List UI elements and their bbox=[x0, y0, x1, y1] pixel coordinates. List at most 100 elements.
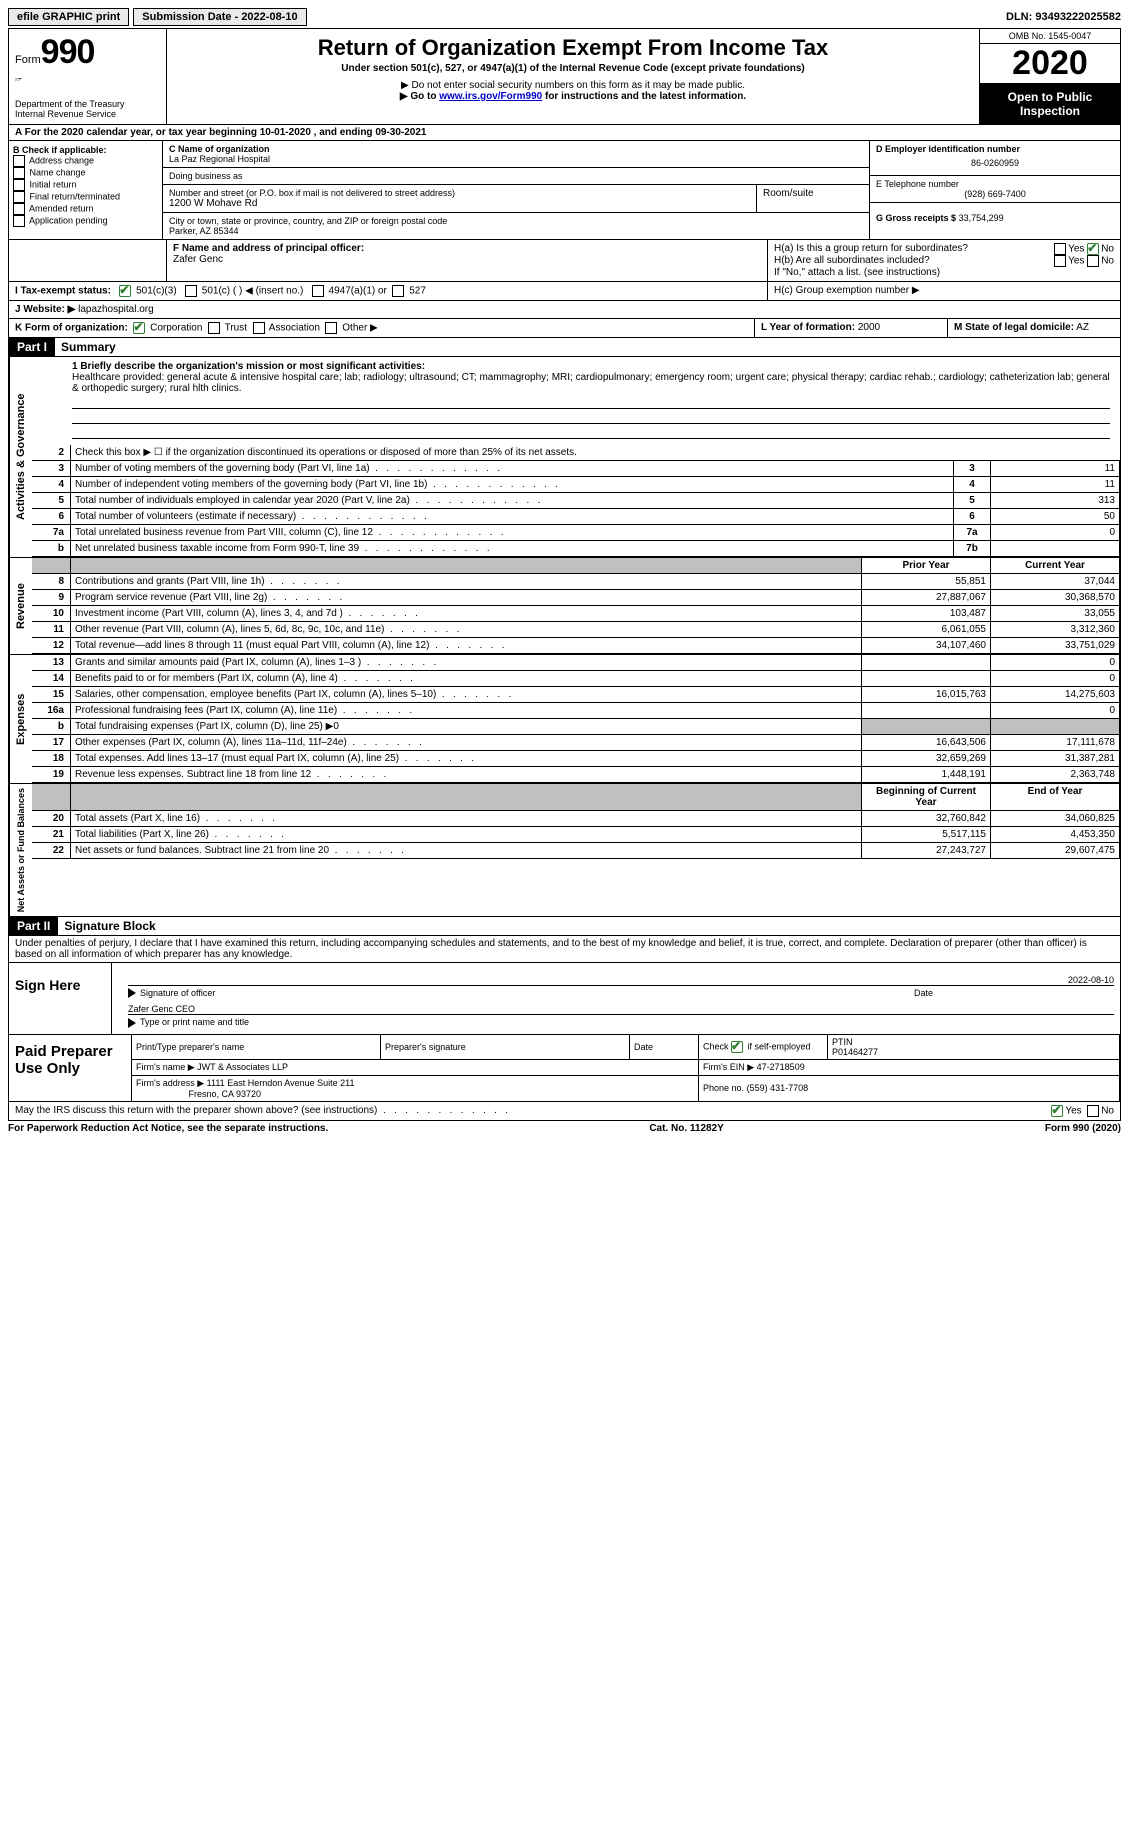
row-j: J Website: ▶ lapazhospital.org bbox=[9, 301, 1120, 319]
paid-preparer-label: Paid Preparer Use Only bbox=[9, 1035, 132, 1101]
firm-addr-label: Firm's address ▶ bbox=[136, 1078, 204, 1088]
discuss-no[interactable] bbox=[1087, 1105, 1099, 1117]
signature-area: Sign Here 2022-08-10 Signature of office… bbox=[9, 963, 1120, 1035]
net-assets-table: Beginning of Current YearEnd of Year20To… bbox=[32, 784, 1120, 859]
form-title: Return of Organization Exempt From Incom… bbox=[175, 35, 971, 61]
row-l-label: L Year of formation: bbox=[761, 322, 855, 333]
ein-value: 86-0260959 bbox=[876, 154, 1114, 172]
prep-name-label: Print/Type preparer's name bbox=[132, 1035, 381, 1060]
efile-button[interactable]: efile GRAPHIC print bbox=[8, 8, 129, 26]
check-amended-return[interactable] bbox=[13, 203, 25, 215]
room-suite-label: Room/suite bbox=[757, 185, 869, 212]
row-i-label: I Tax-exempt status: bbox=[15, 286, 111, 297]
firm-addr2: Fresno, CA 93720 bbox=[189, 1089, 262, 1099]
check-initial-return[interactable] bbox=[13, 179, 25, 191]
sig-officer-label: Signature of officer bbox=[140, 988, 914, 998]
box-d-label: D Employer identification number bbox=[876, 144, 1114, 154]
i-501c[interactable] bbox=[185, 285, 197, 297]
h-note: If "No," attach a list. (see instruction… bbox=[774, 267, 1114, 278]
vtab-revenue: Revenue bbox=[9, 558, 32, 654]
firm-ein-label: Firm's EIN ▶ bbox=[703, 1062, 754, 1072]
vtab-net-assets: Net Assets or Fund Balances bbox=[9, 784, 32, 916]
ha-no[interactable] bbox=[1087, 243, 1099, 255]
officer-name-title: Zafer Genc CEO bbox=[128, 1004, 195, 1014]
instruction-2-pre: ▶ Go to bbox=[400, 91, 439, 102]
form-number: 990 bbox=[41, 33, 95, 71]
h-b-label: H(b) Are all subordinates included? bbox=[774, 255, 930, 267]
arrow-icon-2 bbox=[128, 1018, 136, 1028]
part1-title: Summary bbox=[55, 338, 122, 356]
instruction-1: ▶ Do not enter social security numbers o… bbox=[175, 80, 971, 91]
row-k-label: K Form of organization: bbox=[15, 323, 128, 334]
prep-sig-label: Preparer's signature bbox=[381, 1035, 630, 1060]
discuss-yes[interactable] bbox=[1051, 1105, 1063, 1117]
dept-label: Department of the Treasury Internal Reve… bbox=[15, 99, 160, 119]
ha-yes[interactable] bbox=[1054, 243, 1066, 255]
section-bcdeg: B Check if applicable: Address change Na… bbox=[9, 141, 1120, 240]
footer-mid: Cat. No. 11282Y bbox=[649, 1123, 723, 1134]
omb-number: OMB No. 1545-0047 bbox=[980, 29, 1120, 44]
city-label: City or town, state or province, country… bbox=[169, 216, 863, 226]
check-final-return[interactable] bbox=[13, 191, 25, 203]
k-other[interactable] bbox=[325, 322, 337, 334]
submission-date-button[interactable]: Submission Date - 2022-08-10 bbox=[133, 8, 306, 26]
i-501c3[interactable] bbox=[119, 285, 131, 297]
self-employed-check[interactable] bbox=[731, 1041, 743, 1053]
part2-title: Signature Block bbox=[58, 917, 161, 935]
year-formation: 2000 bbox=[858, 322, 880, 333]
phone-label: Phone no. bbox=[703, 1083, 744, 1093]
sign-here-label: Sign Here bbox=[9, 963, 112, 1034]
prep-date-label: Date bbox=[630, 1035, 699, 1060]
h-a-label: H(a) Is this a group return for subordin… bbox=[774, 243, 968, 255]
firm-addr1: 1111 East Herndon Avenue Suite 211 bbox=[207, 1078, 355, 1088]
addr-label: Number and street (or P.O. box if mail i… bbox=[169, 188, 750, 198]
i-527[interactable] bbox=[392, 285, 404, 297]
vtab-activities: Activities & Governance bbox=[9, 357, 32, 557]
paid-preparer-section: Paid Preparer Use Only Print/Type prepar… bbox=[9, 1035, 1120, 1102]
i-4947[interactable] bbox=[312, 285, 324, 297]
mission-text: Healthcare provided: general acute & int… bbox=[72, 372, 1110, 394]
telephone-value: (928) 669-7400 bbox=[876, 189, 1114, 199]
box-f-label: F Name and address of principal officer: bbox=[173, 243, 364, 254]
dba-label: Doing business as bbox=[169, 171, 863, 181]
k-trust[interactable] bbox=[208, 322, 220, 334]
phone-value: (559) 431-7708 bbox=[747, 1083, 809, 1093]
hb-no[interactable] bbox=[1087, 255, 1099, 267]
check-name-change[interactable] bbox=[13, 167, 25, 179]
check-application-pending[interactable] bbox=[13, 215, 25, 227]
org-city: Parker, AZ 85344 bbox=[169, 226, 863, 236]
part1-header: Part I bbox=[9, 338, 55, 356]
row-klm: K Form of organization: Corporation Trus… bbox=[9, 319, 1120, 338]
page-footer: For Paperwork Reduction Act Notice, see … bbox=[8, 1121, 1121, 1136]
top-bar: efile GRAPHIC print Submission Date - 20… bbox=[8, 8, 1121, 26]
expenses-table: 13Grants and similar amounts paid (Part … bbox=[32, 655, 1120, 783]
hb-yes[interactable] bbox=[1054, 255, 1066, 267]
line-a: A For the 2020 calendar year, or tax yea… bbox=[9, 125, 1120, 141]
row-m-label: M State of legal domicile: bbox=[954, 322, 1074, 333]
footer-left: For Paperwork Reduction Act Notice, see … bbox=[8, 1123, 328, 1134]
ptin-label: PTIN bbox=[832, 1037, 853, 1047]
box-c-name-label: C Name of organization bbox=[169, 144, 863, 154]
firm-name-label: Firm's name ▶ bbox=[136, 1062, 195, 1072]
form-subtitle: Under section 501(c), 527, or 4947(a)(1)… bbox=[175, 63, 971, 74]
check-address-change[interactable] bbox=[13, 155, 25, 167]
row-i: I Tax-exempt status: 501(c)(3) 501(c) ( … bbox=[9, 282, 1120, 301]
revenue-table: Prior YearCurrent Year8Contributions and… bbox=[32, 558, 1120, 654]
row-j-label: J Website: ▶ bbox=[15, 304, 75, 315]
vtab-expenses: Expenses bbox=[9, 655, 32, 783]
org-name: La Paz Regional Hospital bbox=[169, 154, 863, 164]
box-b-title: B Check if applicable: bbox=[13, 145, 158, 155]
firm-name: JWT & Associates LLP bbox=[197, 1062, 288, 1072]
irs-link[interactable]: www.irs.gov/Form990 bbox=[439, 91, 542, 102]
firm-ein: 47-2718509 bbox=[757, 1062, 805, 1072]
ptin-value: P01464277 bbox=[832, 1047, 878, 1057]
penalty-statement: Under penalties of perjury, I declare th… bbox=[9, 936, 1120, 963]
section-fh: F Name and address of principal officer:… bbox=[9, 240, 1120, 282]
dln-label: DLN: 93493222025582 bbox=[1006, 11, 1121, 23]
k-assoc[interactable] bbox=[253, 322, 265, 334]
date-label: Date bbox=[914, 988, 1114, 998]
sig-date: 2022-08-10 bbox=[1068, 975, 1114, 985]
k-corp[interactable] bbox=[133, 322, 145, 334]
governance-table: 2Check this box ▶ ☐ if the organization … bbox=[32, 445, 1120, 557]
part2-header: Part II bbox=[9, 917, 58, 935]
